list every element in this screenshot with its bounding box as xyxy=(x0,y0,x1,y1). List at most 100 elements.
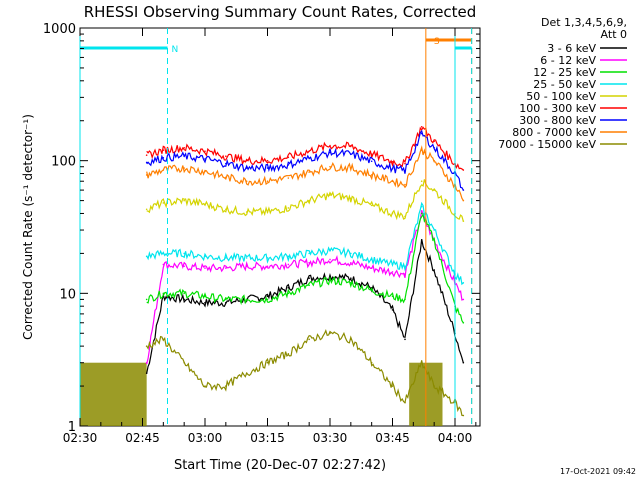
data-point-7-1 xyxy=(162,169,165,171)
data-point-4-7 xyxy=(287,207,290,209)
data-point-1-4 xyxy=(225,267,227,269)
data-point-6-2 xyxy=(183,155,185,158)
data-point-7-15 xyxy=(433,159,435,162)
legend-label-2: 12 - 25 keV xyxy=(533,66,596,79)
data-point-5-0 xyxy=(145,154,148,156)
series-line-8 xyxy=(146,329,464,417)
data-point-5-2 xyxy=(183,147,185,149)
x-tick-label-1: 02:45 xyxy=(125,431,160,445)
data-point-1-11 xyxy=(370,267,373,269)
data-point-5-9 xyxy=(329,144,331,147)
data-point-2-12 xyxy=(391,295,394,298)
data-point-1-5 xyxy=(245,265,248,268)
legend-label-7: 800 - 7000 keV xyxy=(512,126,596,139)
data-point-3-7 xyxy=(287,255,290,258)
data-point-7-14 xyxy=(420,149,423,151)
data-gaps xyxy=(80,362,443,426)
data-point-8-2 xyxy=(183,361,185,364)
data-point-3-10 xyxy=(350,252,352,255)
data-point-2-11 xyxy=(370,289,373,292)
data-point-4-3 xyxy=(204,203,206,205)
legend-label-0: 3 - 6 keV xyxy=(547,42,596,55)
data-point-0-8 xyxy=(308,277,310,280)
y-tick-label-2: 100 xyxy=(51,155,76,170)
data-point-0-17 xyxy=(462,361,465,364)
data-point-2-2 xyxy=(183,292,185,295)
data-point-8-1 xyxy=(162,338,165,341)
data-point-6-9 xyxy=(329,151,331,154)
legend-header-line2: Att 0 xyxy=(601,28,627,41)
data-point-0-9 xyxy=(329,275,331,277)
data-point-2-15 xyxy=(433,239,435,242)
y-axis-label: Corrected Count Rate (s⁻¹ detector⁻¹) xyxy=(21,114,35,340)
data-point-2-10 xyxy=(350,282,352,284)
data-point-0-15 xyxy=(433,269,435,271)
data-point-8-4 xyxy=(225,385,227,387)
series-line-1 xyxy=(146,210,464,365)
data-point-3-5 xyxy=(245,257,248,259)
data-point-5-10 xyxy=(350,145,352,148)
legend-label-6: 300 - 800 keV xyxy=(519,114,596,127)
legend-header-line1: Det 1,3,4,5,6,9, xyxy=(541,16,627,29)
data-point-4-11 xyxy=(370,204,373,207)
data-point-8-11 xyxy=(370,361,373,364)
data-point-8-13 xyxy=(404,401,406,404)
x-tick-label-3: 03:15 xyxy=(250,431,285,445)
data-point-7-9 xyxy=(329,165,331,168)
data-point-7-11 xyxy=(370,174,373,176)
data-point-1-0 xyxy=(145,361,148,364)
data-point-5-4 xyxy=(225,155,227,158)
x-tick-label-5: 03:45 xyxy=(375,431,410,445)
data-point-3-17 xyxy=(462,282,465,284)
data-point-2-5 xyxy=(245,298,248,301)
data-point-3-2 xyxy=(183,252,185,255)
data-point-2-8 xyxy=(308,284,310,287)
x-tick-label-4: 03:30 xyxy=(313,431,348,445)
series-lines xyxy=(145,126,465,417)
footer-timestamp: 17-Oct-2021 09:42 xyxy=(560,467,636,476)
data-point-6-15 xyxy=(433,147,435,149)
data-point-8-17 xyxy=(462,414,465,417)
data-point-0-6 xyxy=(266,295,269,298)
series-line-2 xyxy=(146,213,464,324)
data-point-3-0 xyxy=(145,255,148,258)
data-point-5-1 xyxy=(162,149,165,151)
data-point-8-5 xyxy=(245,372,248,375)
data-point-3-15 xyxy=(433,229,435,231)
data-point-2-0 xyxy=(145,298,148,301)
data-gap-0 xyxy=(80,362,147,426)
data-point-5-12 xyxy=(391,161,394,163)
data-point-3-4 xyxy=(225,257,227,259)
data-point-5-6 xyxy=(266,159,269,162)
axes: 02:30 02:45 03:00 03:15 03:30 03:45 04:00 1 10 10… xyxy=(43,22,480,445)
series-line-5 xyxy=(146,126,464,171)
x-axis-label: Start Time (20-Dec-07 02:27:42) xyxy=(174,458,386,473)
data-point-1-13 xyxy=(404,273,406,275)
data-point-4-9 xyxy=(329,194,331,196)
data-point-4-0 xyxy=(145,208,148,211)
data-point-2-9 xyxy=(329,279,331,282)
series-line-4 xyxy=(146,179,464,222)
data-point-6-17 xyxy=(462,189,465,191)
x-tick-label-6: 04:00 xyxy=(438,431,473,445)
data-point-1-6 xyxy=(266,265,269,268)
data-point-2-4 xyxy=(225,298,227,301)
data-point-2-14 xyxy=(420,212,423,215)
x-tick-label-0: 02:30 xyxy=(63,431,98,445)
data-point-2-1 xyxy=(162,292,165,295)
data-point-1-2 xyxy=(183,265,185,268)
data-point-7-10 xyxy=(350,167,352,169)
data-point-7-12 xyxy=(391,180,394,183)
data-point-0-10 xyxy=(350,277,352,280)
legend-label-4: 50 - 100 keV xyxy=(526,90,596,103)
data-point-4-5 xyxy=(245,211,248,213)
data-point-7-3 xyxy=(204,170,206,173)
data-point-8-8 xyxy=(308,338,310,341)
data-point-8-6 xyxy=(266,361,269,364)
data-point-2-6 xyxy=(266,298,269,301)
data-point-6-14 xyxy=(420,132,423,135)
data-point-6-1 xyxy=(162,157,165,159)
data-point-8-9 xyxy=(329,332,331,335)
x-tick-label-2: 03:00 xyxy=(188,431,223,445)
data-point-0-12 xyxy=(391,309,394,311)
